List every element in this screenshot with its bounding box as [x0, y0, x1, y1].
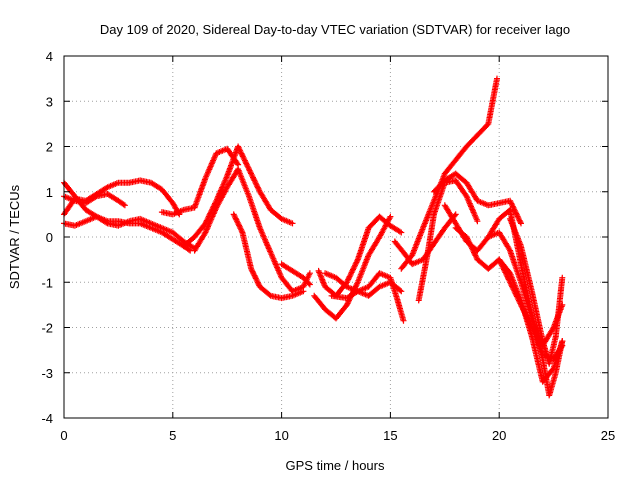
- y-tick-label: -3: [41, 366, 53, 381]
- series-arc-i: [278, 261, 313, 288]
- series-arc-m: [328, 270, 407, 324]
- x-axis-label: GPS time / hours: [286, 458, 385, 473]
- series-arc-b: [61, 177, 183, 218]
- series-arc-e: [158, 145, 242, 218]
- plus-markers: [158, 145, 242, 218]
- plus-markers: [230, 211, 307, 302]
- series-arc-t: [485, 206, 566, 399]
- plus-markers: [328, 270, 407, 324]
- chart-title: Day 109 of 2020, Sidereal Day-to-day VTE…: [100, 22, 570, 37]
- y-tick-label: 1: [46, 185, 53, 200]
- series-arc-g: [191, 166, 313, 295]
- x-tick-label: 15: [383, 428, 397, 443]
- x-tick-label: 0: [60, 428, 67, 443]
- series-arc-q: [430, 170, 524, 227]
- axis-ticks: 0 5 10 15 20 25 -4 -3 -2 -1 0 1 2 3 4: [41, 49, 615, 443]
- y-axis-label: SDTVAR / TECUs: [7, 184, 22, 289]
- plus-markers: [485, 206, 566, 399]
- y-tick-label: 3: [46, 94, 53, 109]
- y-tick-label: -2: [41, 321, 53, 336]
- plus-markers: [496, 256, 566, 363]
- plus-markers: [61, 213, 198, 252]
- series-arc-h: [230, 211, 307, 302]
- series-arc-u: [507, 215, 566, 367]
- x-tick-label: 5: [169, 428, 176, 443]
- y-tick-label: 4: [46, 49, 53, 64]
- y-tick-label: 2: [46, 140, 53, 155]
- plus-markers: [441, 202, 566, 349]
- series-arc-v: [496, 256, 566, 363]
- grid-lines: [64, 56, 608, 418]
- plus-markers: [191, 166, 313, 295]
- plus-markers: [61, 177, 183, 218]
- plus-markers: [430, 170, 524, 227]
- x-tick-label: 25: [601, 428, 615, 443]
- series-arc-d: [61, 213, 198, 252]
- y-tick-label: -1: [41, 275, 53, 290]
- y-tick-label: -4: [41, 411, 53, 426]
- plus-markers: [507, 215, 566, 367]
- plus-markers: [278, 261, 313, 288]
- series-arc-f: [180, 143, 296, 250]
- x-tick-label: 10: [274, 428, 288, 443]
- y-tick-label: 0: [46, 230, 53, 245]
- x-tick-label: 20: [492, 428, 506, 443]
- series-arc-r: [441, 202, 566, 349]
- plus-markers: [180, 143, 296, 250]
